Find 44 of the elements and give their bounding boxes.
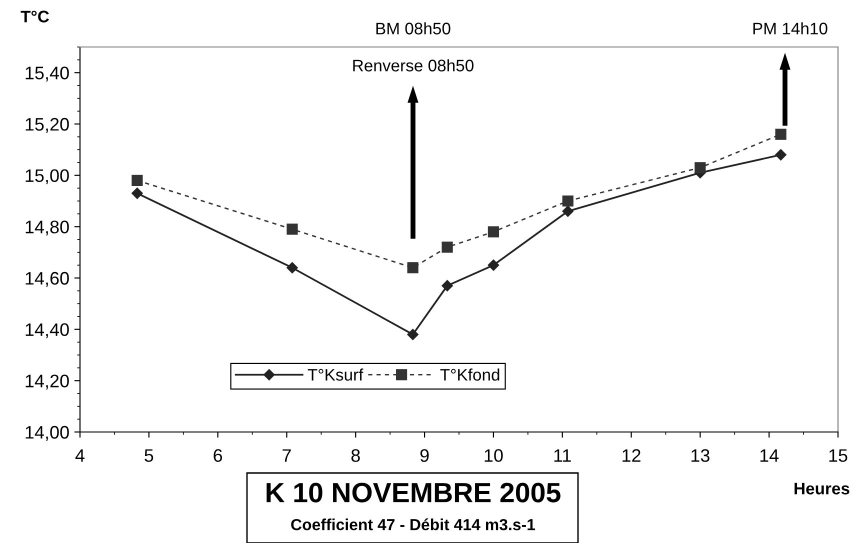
- x-tick-label: 5: [144, 449, 154, 462]
- y-axis-title: T°C: [20, 10, 49, 22]
- x-tick-label: 13: [692, 449, 710, 462]
- point: [442, 280, 453, 292]
- y-tick-label: 14,40: [26, 323, 69, 338]
- y-tick-label: 14,80: [26, 220, 69, 236]
- x-tick-label: 10: [484, 449, 503, 462]
- point: [775, 149, 786, 160]
- y-tick-label: 14,60: [26, 272, 69, 287]
- x-tick-label: 11: [554, 449, 571, 462]
- point: [694, 162, 706, 174]
- point: [488, 260, 500, 271]
- legend-label: T°Ksurf: [308, 368, 364, 381]
- point: [407, 328, 418, 340]
- x-tick-label: 4: [75, 449, 84, 462]
- text: PM 14h10: [753, 22, 828, 34]
- y-tick-label: 14,20: [26, 374, 69, 390]
- x-tick-label: 15: [829, 449, 848, 462]
- y-tick-label: 15,40: [26, 66, 69, 82]
- x-tick-label: 9: [420, 449, 429, 462]
- x-tick-label: 14: [760, 449, 779, 462]
- point: [562, 206, 574, 217]
- y-tick-label: 14,00: [26, 426, 69, 441]
- point: [562, 195, 574, 207]
- text: Coefficient 47 - Débit 414 m3.s-1: [291, 518, 536, 530]
- x-axis-title: Heures: [794, 482, 850, 494]
- point: [442, 242, 453, 253]
- annotation: Renverse 08h50: [353, 59, 474, 72]
- text: BM 08h50: [376, 22, 450, 34]
- x-tick-label: 7: [282, 449, 291, 462]
- x-tick-label: 8: [351, 449, 360, 462]
- point: [488, 226, 500, 238]
- legend-label: T°Kfond: [440, 368, 500, 381]
- point: [775, 128, 786, 140]
- point: [132, 188, 143, 199]
- point: [286, 262, 298, 274]
- text: K 10 NOVEMBRE 2005: [266, 482, 560, 502]
- y-tick-label: 15,00: [26, 169, 69, 184]
- x-tick-label: 6: [214, 449, 222, 462]
- y-tick-label: 15,20: [26, 118, 69, 133]
- point: [286, 224, 298, 235]
- point: [132, 174, 143, 186]
- point: [407, 262, 418, 274]
- x-tick-label: 12: [622, 449, 640, 462]
